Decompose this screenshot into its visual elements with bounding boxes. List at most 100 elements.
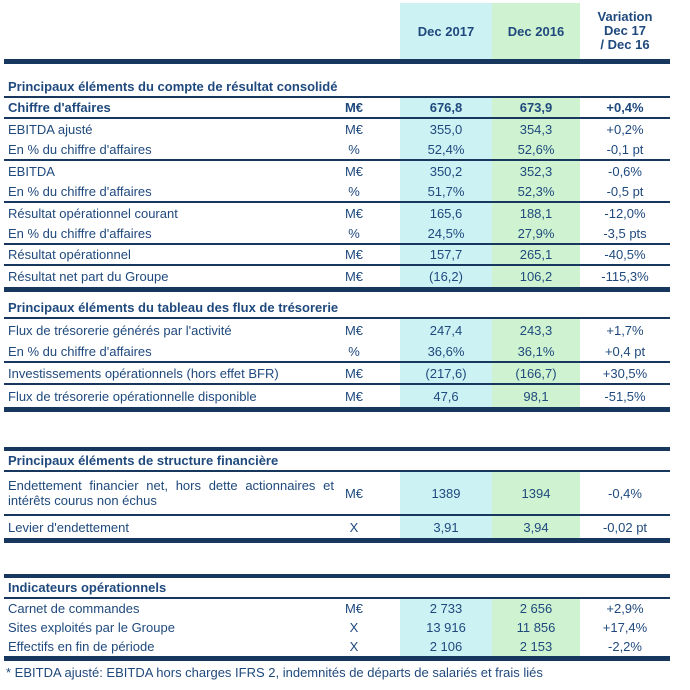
value-variation: -0,1 pt (606, 142, 644, 157)
cell-gap (374, 224, 400, 243)
table-row: En % du chiffre d'affaires % 52,4% 52,6%… (4, 140, 670, 161)
value-dec-2016: 11 856 (492, 618, 580, 637)
value-variation: +30,5% (602, 365, 648, 381)
cell-gap (374, 182, 400, 201)
row-label: Résultat net part du Groupe (8, 269, 169, 284)
value-dec-2017: 51,7% (400, 182, 492, 201)
row-unit: M€ (344, 388, 364, 404)
cell-gap (374, 618, 400, 637)
variation-line-2: Dec 17 (604, 23, 646, 38)
value-variation: +0,4% (606, 100, 644, 115)
value-dec-2016: 2 153 (492, 637, 580, 656)
row-label: En % du chiffre d'affaires (8, 184, 152, 199)
row-label: Résultat opérationnel courant (8, 206, 178, 221)
row-label: Résultat opérationnel (8, 247, 131, 262)
value-dec-2017: (16,2) (400, 266, 492, 287)
row-label: Effectifs en fin de période (8, 639, 155, 654)
row-unit: M€ (344, 247, 364, 262)
value-variation: -0,4% (608, 485, 642, 501)
header-spacer (4, 3, 400, 59)
table-row: En % du chiffre d'affaires % 36,6% 36,1%… (4, 341, 670, 363)
column-header-variation: Variation Dec 17 / Dec 16 (580, 3, 670, 59)
row-label: Sites exploités par le Groupe (8, 620, 175, 635)
value-variation: -115,3% (601, 269, 649, 284)
value-dec-2017: 1389 (400, 472, 492, 514)
table-row: Investissements opérationnels (hors effe… (4, 363, 670, 385)
value-dec-2017: 157,7 (400, 245, 492, 264)
value-dec-2017: 2 733 (400, 599, 492, 618)
value-dec-2016: 52,3% (492, 182, 580, 201)
value-dec-2016: 243,3 (492, 319, 580, 341)
value-variation: -0,02 pt (602, 519, 648, 535)
table-header: Dec 2017 Dec 2016 Variation Dec 17 / Dec… (4, 3, 670, 59)
row-label: Flux de trésorerie opérationnelle dispon… (8, 388, 257, 404)
row-label: EBITDA (8, 164, 55, 179)
value-variation: -0,5 pt (606, 184, 644, 199)
row-unit: % (348, 226, 360, 241)
row-unit: M€ (344, 164, 364, 179)
row-label: Endettement financier net, hors dette ac… (4, 472, 334, 514)
value-dec-2016: (166,7) (492, 363, 580, 383)
table-row: EBITDA M€ 350,2 352,3 -0,6% (4, 161, 670, 182)
row-unit: X (349, 519, 359, 535)
value-dec-2017: 676,8 (400, 98, 492, 117)
row-unit: M€ (344, 206, 364, 221)
value-dec-2017: 36,6% (400, 341, 492, 361)
row-unit: % (348, 184, 360, 199)
table-row: Carnet de commandes M€ 2 733 2 656 +2,9% (4, 599, 670, 618)
table-row: Levier d'endettement X 3,91 3,94 -0,02 p… (4, 516, 670, 538)
row-label: Investissements opérationnels (hors effe… (8, 365, 279, 381)
section-title-structure-financiere: Principaux éléments de structure financi… (4, 447, 670, 472)
thick-rule (4, 538, 670, 543)
row-unit: M€ (344, 269, 364, 284)
row-unit: M€ (344, 322, 364, 338)
value-variation: -51,5% (604, 388, 646, 404)
value-dec-2017: 24,5% (400, 224, 492, 243)
row-unit: M€ (344, 601, 364, 616)
cell-gap (374, 637, 400, 656)
section-title-indicateurs-operationnels: Indicateurs opérationnels (4, 574, 670, 599)
row-unit: % (348, 343, 360, 359)
cell-gap (374, 599, 400, 618)
table-row: Résultat net part du Groupe M€ (16,2) 10… (4, 266, 670, 287)
value-dec-2016: 36,1% (492, 341, 580, 361)
row-label: En % du chiffre d'affaires (8, 343, 152, 359)
value-dec-2016: 3,94 (492, 516, 580, 538)
variation-line-3: / Dec 16 (600, 37, 650, 52)
row-label: En % du chiffre d'affaires (8, 142, 152, 157)
section-title-flux-de-tresorerie: Principaux éléments du tableau des flux … (4, 298, 670, 319)
value-dec-2017: 2 106 (400, 637, 492, 656)
value-dec-2016: 27,9% (492, 224, 580, 243)
cell-gap (374, 98, 400, 117)
value-dec-2017: 52,4% (400, 140, 492, 159)
cell-gap (374, 516, 400, 538)
value-variation: -2,2% (608, 639, 642, 654)
row-unit: X (349, 639, 359, 654)
value-variation: -3,5 pts (603, 226, 647, 241)
footnote-ebitda-ajuste: * EBITDA ajusté: EBITDA hors charges IFR… (6, 665, 543, 680)
cell-gap (374, 363, 400, 383)
cell-gap (374, 161, 400, 182)
row-unit: % (348, 142, 360, 157)
thick-rule (4, 656, 670, 661)
value-variation: -40,5% (604, 247, 646, 262)
value-dec-2016: 188,1 (492, 203, 580, 224)
value-dec-2016: 673,9 (492, 98, 580, 117)
cell-gap (374, 266, 400, 287)
variation-line-1: Variation (597, 9, 653, 24)
cell-gap (374, 140, 400, 159)
row-label-line-1: Endettement financier net, hors dette ac… (8, 478, 334, 493)
table-row: Chiffre d'affaires M€ 676,8 673,9 +0,4% (4, 98, 670, 119)
value-dec-2016: 1394 (492, 472, 580, 514)
thick-rule (4, 287, 670, 292)
table-row: Flux de trésorerie opérationnelle dispon… (4, 385, 670, 407)
section-title-compte-de-resultat: Principaux éléments du compte de résulta… (4, 77, 670, 98)
value-dec-2016: 106,2 (492, 266, 580, 287)
row-label: Chiffre d'affaires (8, 100, 111, 115)
cell-gap (374, 385, 400, 407)
cell-gap (374, 472, 400, 514)
table-row: En % du chiffre d'affaires % 24,5% 27,9%… (4, 224, 670, 245)
row-unit: X (349, 620, 359, 635)
value-variation: -0,6% (608, 164, 642, 179)
